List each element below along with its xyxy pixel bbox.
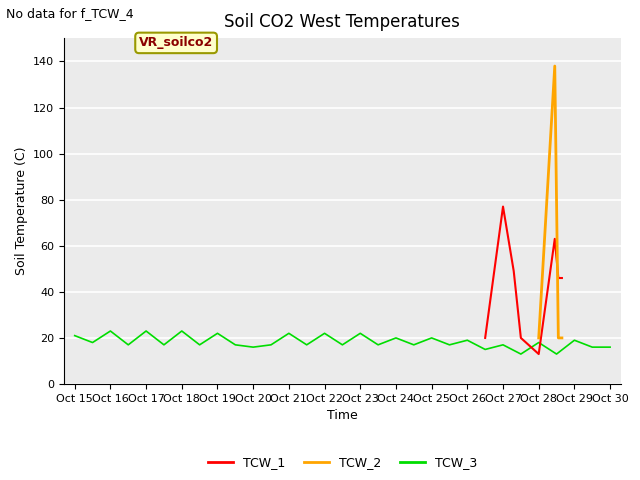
Text: No data for f_TCW_4: No data for f_TCW_4 — [6, 7, 134, 20]
Text: VR_soilco2: VR_soilco2 — [139, 36, 213, 49]
Legend: TCW_1, TCW_2, TCW_3: TCW_1, TCW_2, TCW_3 — [203, 452, 482, 475]
Title: Soil CO2 West Temperatures: Soil CO2 West Temperatures — [225, 13, 460, 31]
Y-axis label: Soil Temperature (C): Soil Temperature (C) — [15, 147, 28, 276]
X-axis label: Time: Time — [327, 409, 358, 422]
